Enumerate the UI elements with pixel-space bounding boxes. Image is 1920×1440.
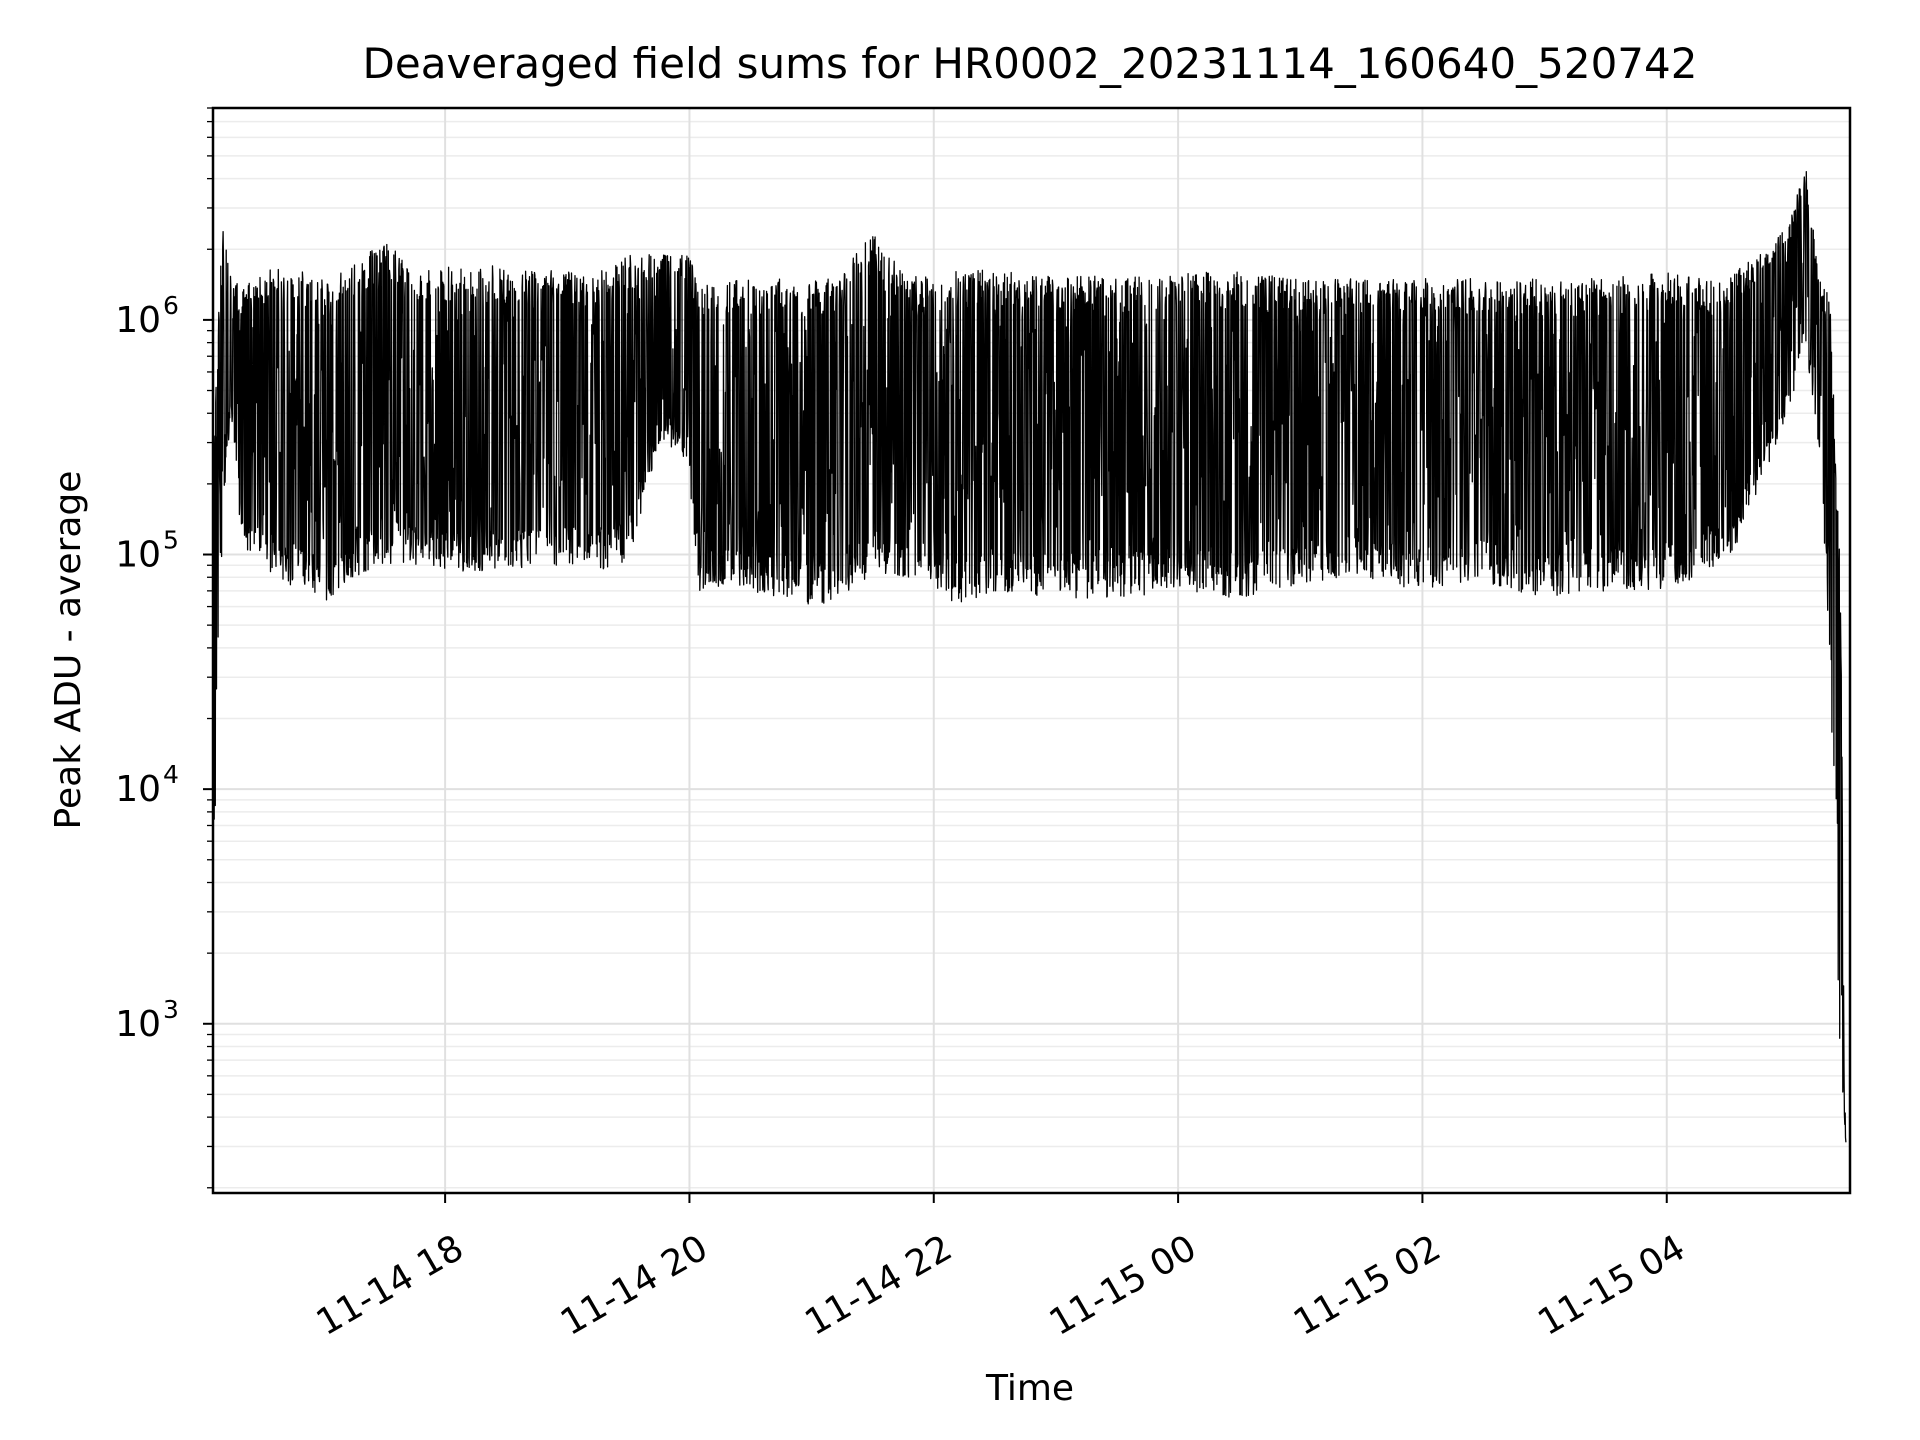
- x-axis-label: Time: [985, 1368, 1074, 1409]
- plot-frame: [211, 106, 1852, 1195]
- y-axis-label: Peak ADU - average: [48, 471, 89, 830]
- y-tick-exponent: 4: [163, 760, 179, 789]
- y-tick-exponent: 5: [163, 526, 179, 555]
- y-tick-exponent: 6: [163, 291, 179, 320]
- y-tick-label: 10: [115, 769, 161, 810]
- chart-title: Deaveraged field sums for HR0002_2023111…: [363, 39, 1698, 88]
- axis-ticks: [203, 107, 1668, 1203]
- y-tick-label: 10: [115, 535, 161, 576]
- y-tick-exponent: 3: [163, 995, 179, 1024]
- y-tick-label: 10: [115, 1004, 161, 1045]
- y-tick-label: 10: [115, 300, 161, 341]
- series-group: [212, 171, 1847, 1143]
- series-line: [212, 171, 1847, 1143]
